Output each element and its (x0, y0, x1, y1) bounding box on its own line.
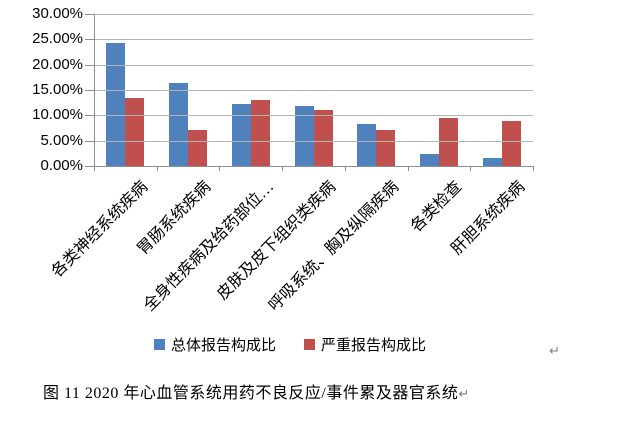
paragraph-mark: ↵ (549, 344, 560, 359)
gridline (94, 140, 533, 142)
bar-严重报告构成比 (250, 99, 270, 166)
bar-严重报告构成比 (313, 109, 333, 166)
bar-总体报告构成比 (357, 123, 377, 166)
y-axis-tick (85, 90, 94, 91)
bar-严重报告构成比 (501, 121, 521, 166)
x-axis-tick (282, 166, 284, 171)
x-axis-line (94, 166, 533, 167)
y-axis-label: 5.00% (40, 131, 83, 149)
y-axis-tick (85, 64, 94, 66)
y-axis-tick (85, 166, 94, 167)
bar-严重报告构成比 (125, 97, 145, 166)
y-axis-tick (85, 39, 94, 41)
y-axis-tick (85, 115, 94, 117)
y-axis-tick (85, 14, 94, 15)
y-axis-label: 25.00% (32, 30, 83, 48)
x-axis-tick (344, 166, 346, 171)
x-axis-tick (407, 166, 409, 171)
y-axis-tick (85, 140, 94, 142)
y-axis-line (94, 14, 95, 166)
bar-总体报告构成比 (106, 42, 126, 166)
y-axis-label: 20.00% (32, 55, 83, 73)
bar-chart-object[interactable]: 总体报告构成比 严重报告构成比 ↵ 30.00% 25.00% 20.00% 15.00… (0, 0, 626, 375)
bar-总体报告构成比 (419, 154, 439, 166)
x-axis-tick (533, 166, 534, 171)
y-axis-label: 10.00% (32, 106, 83, 124)
x-axis-label: 各类检查 (407, 178, 466, 236)
legend-item: 严重报告构成比 (304, 334, 426, 355)
gridline (94, 90, 533, 91)
legend-color-swatch (304, 338, 315, 350)
y-axis-label: 30.00% (32, 5, 83, 22)
gridline (94, 64, 533, 66)
bar-严重报告构成比 (438, 117, 458, 166)
legend: 总体报告构成比 严重报告构成比 (0, 334, 580, 355)
figure-caption-text: 图 11 2020 年心血管系统用药不良反应/事件累及器官系统 (43, 385, 459, 402)
gridline (94, 14, 533, 15)
figure-caption: 图 11 2020 年心血管系统用药不良反应/事件累及器官系统↵ (43, 384, 603, 405)
y-axis-label: 0.00% (40, 157, 83, 174)
x-axis-tick (470, 166, 472, 171)
paragraph-mark: ↵ (458, 387, 470, 402)
legend-label: 总体报告构成比 (170, 337, 276, 354)
legend-color-swatch (153, 338, 165, 350)
bar-总体报告构成比 (169, 83, 189, 166)
x-axis-tick (94, 166, 95, 171)
legend-item: 总体报告构成比 (153, 334, 276, 355)
bar-总体报告构成比 (231, 103, 251, 166)
x-axis-tick (156, 166, 158, 171)
x-axis-tick (219, 166, 221, 171)
bar-严重报告构成比 (376, 130, 396, 166)
bar-总体报告构成比 (294, 106, 314, 166)
y-axis-label: 15.00% (32, 81, 83, 98)
gridline (94, 115, 533, 117)
x-axis-label: 各类神经系统疾病 (49, 178, 152, 281)
legend-label: 严重报告构成比 (321, 337, 427, 354)
bar-总体报告构成比 (482, 157, 502, 166)
bar-严重报告构成比 (188, 130, 208, 166)
gridline (94, 39, 533, 41)
